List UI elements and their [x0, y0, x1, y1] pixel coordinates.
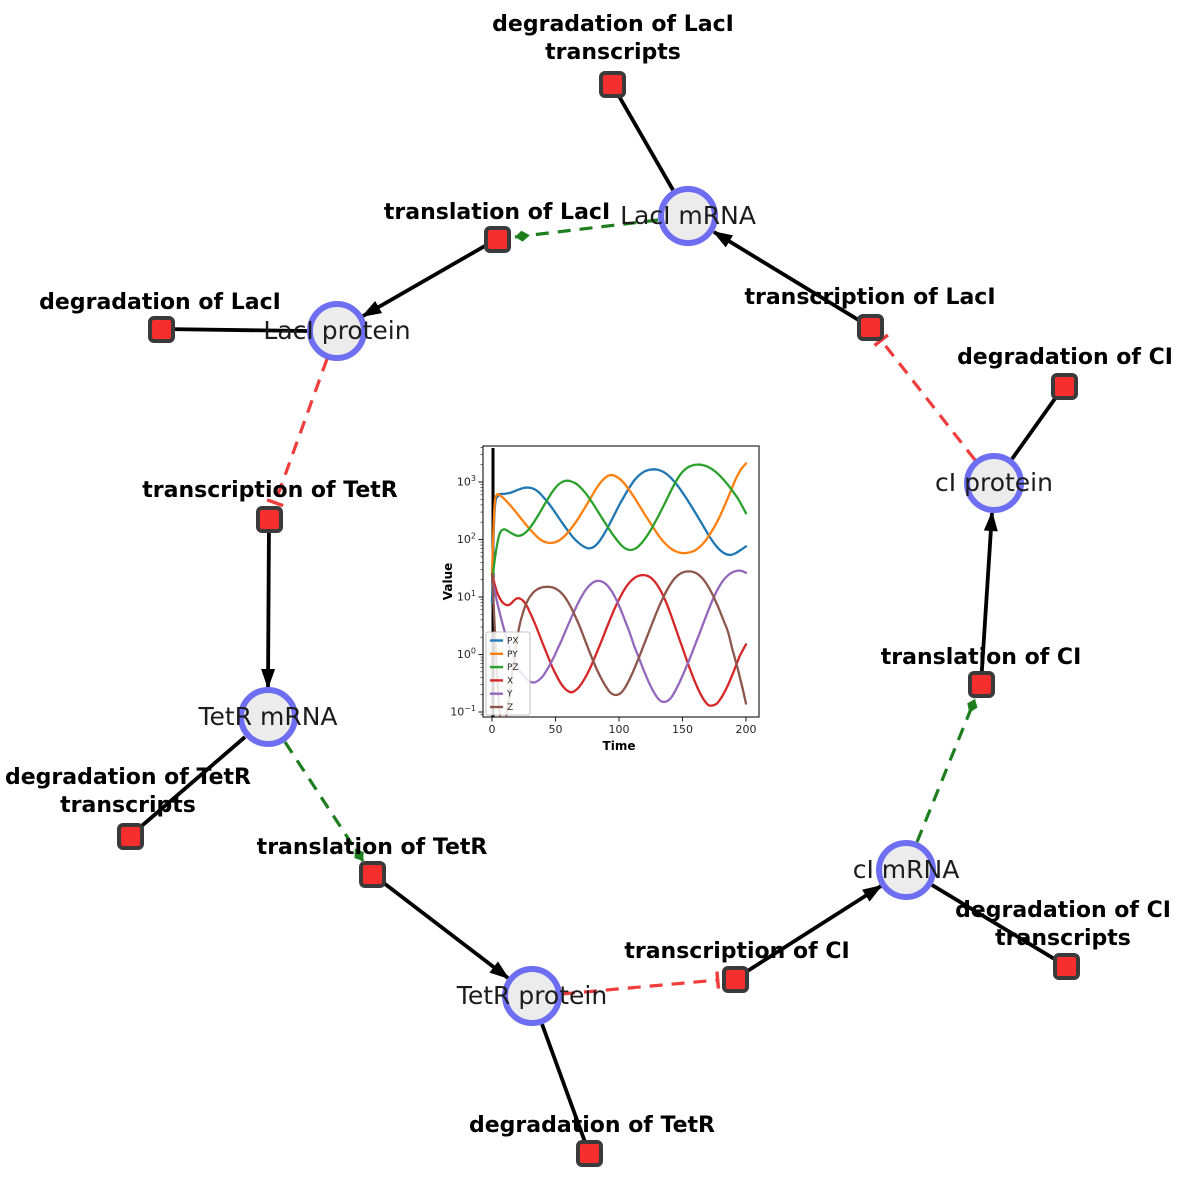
edge-tetr-protein-deg: [540, 1023, 591, 1154]
reaction-node-translation-of-laci[interactable]: [484, 226, 511, 253]
species-node-tetr-protein[interactable]: [502, 966, 562, 1026]
species-label-ci-protein: cI protein: [935, 468, 1053, 497]
svg-text:Time: Time: [603, 739, 636, 753]
species-label-laci-protein: LacI protein: [263, 316, 411, 345]
svg-text:Value: Value: [441, 563, 455, 601]
reaction-node-degradation-of-tetr-transcripts[interactable]: [117, 823, 144, 850]
svg-text:200: 200: [736, 723, 757, 736]
svg-text:PZ: PZ: [507, 663, 519, 673]
reaction-label-degradation-of-ci: degradation of CI: [957, 345, 1173, 370]
reaction-node-degradation-of-laci-transcripts[interactable]: [599, 71, 626, 98]
svg-text:102: 102: [457, 532, 476, 547]
reaction-label-translation-of-ci: translation of CI: [880, 645, 1082, 670]
reaction-label-degradation-of-laci-transcripts: degradation of LacI transcripts: [492, 12, 734, 65]
svg-text:100: 100: [457, 647, 476, 662]
svg-text:100: 100: [609, 723, 630, 736]
reaction-label-degradation-of-ci-transcripts: degradation of CI transcripts: [955, 898, 1171, 951]
reaction-label-degradation-of-tetr-transcripts: degradation of TetR transcripts: [4, 765, 251, 818]
edge-ci-protein-inhibits-transcription-laci: [873, 333, 977, 461]
reaction-label-transcription-of-laci: transcription of LacI: [744, 285, 996, 310]
species-node-laci-protein[interactable]: [307, 301, 367, 361]
reaction-node-translation-of-ci[interactable]: [968, 671, 995, 698]
time-series-inset-chart: 0 50 100 150 200 10−1 100 101 102 103 Time Value PX P…: [438, 428, 788, 773]
reaction-label-translation-of-laci: translation of LacI: [383, 200, 611, 225]
reaction-label-degradation-of-tetr: degradation of TetR: [468, 1113, 716, 1138]
reaction-label-transcription-of-tetr: transcription of TetR: [142, 478, 398, 503]
species-node-ci-protein[interactable]: [964, 453, 1024, 513]
edge-translation-ci-to-ci-protein: [979, 511, 998, 685]
edge-transcription-laci-to-laci-mrna: [712, 230, 871, 329]
edge-translation-laci-to-laci-protein: [361, 237, 498, 318]
reaction-node-transcription-of-ci[interactable]: [722, 966, 749, 993]
svg-text:PX: PX: [507, 637, 519, 647]
edge-laci-mrna-activates-translation: [514, 218, 659, 242]
edge-tetr-mrna-deg-transcripts: [128, 735, 247, 838]
edge-laci-protein-inhibits-transcription-tetr: [266, 358, 329, 508]
reaction-label-translation-of-tetr: translation of TetR: [256, 835, 488, 860]
reaction-label-transcription-of-ci: transcription of CI: [624, 939, 850, 964]
reaction-node-degradation-of-ci[interactable]: [1051, 373, 1078, 400]
svg-text:Z: Z: [507, 703, 513, 713]
edge-translation-tetr-to-tetr-protein: [370, 872, 510, 980]
reaction-node-degradation-of-laci[interactable]: [148, 316, 175, 343]
species-label-ci-mrna: cI mRNA: [852, 855, 960, 884]
reaction-node-transcription-of-laci[interactable]: [857, 314, 884, 341]
svg-text:103: 103: [457, 474, 476, 489]
species-label-laci-mrna: LacI mRNA: [620, 201, 756, 230]
reaction-node-degradation-of-tetr[interactable]: [576, 1140, 603, 1167]
edge-laci-protein-deg: [160, 327, 308, 333]
reaction-node-transcription-of-tetr[interactable]: [256, 506, 283, 533]
edge-ci-mrna-deg-transcripts: [931, 883, 1067, 968]
svg-text:PY: PY: [507, 650, 518, 660]
edge-laci-mrna-deg-transcripts: [610, 83, 675, 191]
reaction-label-degradation-of-laci: degradation of LacI: [39, 290, 281, 315]
species-node-laci-mrna[interactable]: [658, 186, 718, 246]
edge-tetr-mrna-activates-translation: [283, 741, 365, 862]
species-label-tetr-protein: TetR protein: [456, 981, 608, 1010]
svg-text:50: 50: [549, 723, 563, 736]
edge-ci-mrna-activates-translation: [915, 698, 978, 843]
svg-text:Y: Y: [506, 690, 513, 700]
edge-transcription-tetr-to-tetr-mrna: [261, 518, 276, 689]
species-node-tetr-mrna[interactable]: [238, 687, 298, 747]
reaction-node-translation-of-tetr[interactable]: [359, 861, 386, 888]
svg-text:101: 101: [457, 589, 476, 604]
species-label-tetr-mrna: TetR mRNA: [198, 702, 338, 731]
svg-text:0: 0: [489, 723, 496, 736]
svg-text:X: X: [507, 676, 513, 686]
reaction-node-degradation-of-ci-transcripts[interactable]: [1053, 953, 1080, 980]
svg-text:10−1: 10−1: [450, 704, 476, 719]
species-node-ci-mrna[interactable]: [876, 840, 936, 900]
svg-text:150: 150: [672, 723, 693, 736]
edge-transcription-ci-to-ci-mrna: [733, 884, 883, 981]
edge-tetr-protein-inhibits-transcription-ci: [561, 971, 721, 996]
